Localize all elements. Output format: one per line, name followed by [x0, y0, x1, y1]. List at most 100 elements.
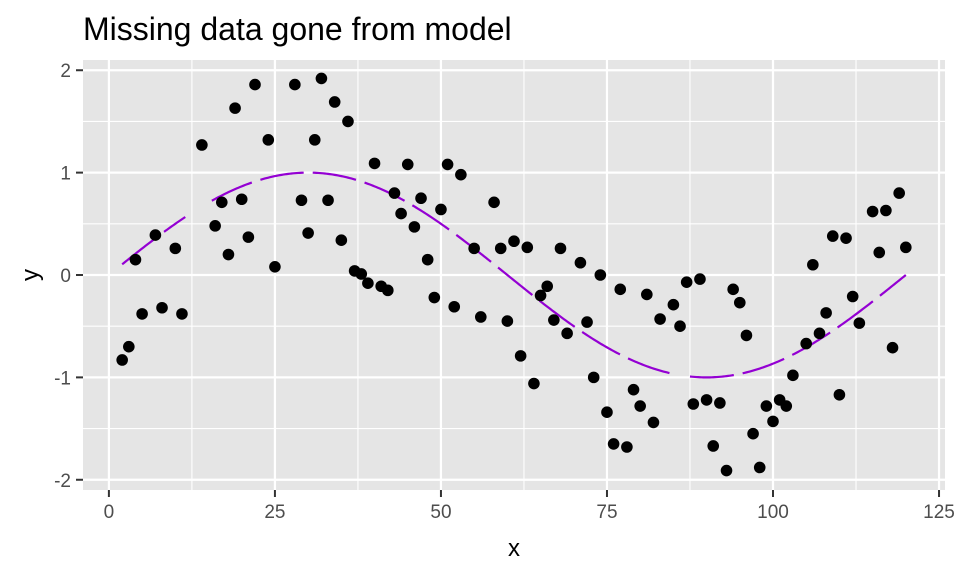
- y-tick-label: 2: [60, 61, 71, 82]
- data-point: [700, 394, 713, 406]
- data-point: [169, 242, 182, 255]
- data-point: [720, 464, 733, 477]
- data-point: [541, 280, 554, 293]
- data-point: [455, 168, 467, 181]
- data-point: [435, 203, 447, 216]
- data-point: [621, 441, 633, 453]
- data-point: [342, 115, 354, 128]
- data-point: [627, 383, 640, 396]
- data-point: [242, 231, 255, 243]
- data-point: [222, 248, 235, 261]
- data-point: [767, 415, 779, 428]
- data-point: [780, 400, 793, 412]
- data-point: [561, 327, 573, 340]
- data-point: [680, 276, 693, 288]
- data-point: [574, 256, 587, 269]
- data-point: [820, 307, 832, 319]
- data-point: [308, 134, 321, 146]
- data-point: [893, 187, 905, 199]
- data-point: [335, 234, 348, 246]
- data-point: [687, 398, 700, 410]
- data-point: [116, 354, 128, 366]
- data-point: [833, 388, 846, 401]
- data-point: [428, 291, 441, 304]
- y-tick-label: -1: [54, 368, 71, 389]
- data-point: [415, 192, 427, 205]
- x-tick-label: 75: [596, 502, 617, 523]
- data-point: [607, 438, 620, 450]
- data-point: [468, 242, 480, 255]
- data-point: [448, 300, 461, 313]
- chart-title: Missing data gone from model: [83, 11, 512, 47]
- x-tick-label: 50: [430, 502, 451, 523]
- data-point: [501, 315, 514, 327]
- data-point: [355, 268, 368, 280]
- data-point: [488, 196, 500, 209]
- data-point: [209, 220, 221, 232]
- data-point: [156, 301, 168, 314]
- data-point: [521, 241, 534, 254]
- curve-segment: [211, 171, 677, 376]
- data-point: [813, 327, 826, 340]
- data-point: [733, 296, 746, 309]
- data-point: [667, 298, 680, 311]
- data-point: [753, 461, 766, 474]
- data-point: [534, 289, 547, 302]
- data-point: [760, 400, 773, 412]
- data-point: [727, 283, 739, 296]
- data-point: [295, 194, 308, 207]
- data-point: [641, 288, 653, 301]
- data-point: [654, 313, 666, 325]
- data-point: [421, 253, 434, 266]
- data-point: [747, 427, 759, 440]
- data-point: [196, 139, 208, 151]
- data-point: [235, 193, 248, 206]
- data-point: [262, 134, 275, 146]
- data-point: [694, 273, 706, 285]
- data-point: [382, 284, 394, 297]
- data-point: [634, 400, 646, 412]
- y-tick-label: 1: [60, 164, 71, 185]
- data-point: [674, 320, 686, 332]
- data-point: [740, 329, 753, 342]
- data-point: [302, 227, 314, 239]
- x-tick-label: 0: [104, 502, 115, 523]
- y-axis-label: y: [17, 269, 44, 281]
- x-axis: 0 25 50 75 100 125: [104, 490, 955, 523]
- data-point: [880, 204, 892, 217]
- data-point: [800, 337, 813, 350]
- y-axis: -2 -1 0 1 2: [54, 61, 83, 492]
- data-point: [594, 269, 607, 281]
- data-points: [116, 72, 912, 477]
- data-point: [840, 232, 852, 244]
- data-point: [395, 207, 407, 220]
- data-point: [123, 340, 135, 353]
- data-point: [322, 194, 334, 207]
- data-point: [714, 397, 726, 409]
- data-point: [328, 96, 341, 108]
- data-point: [215, 196, 228, 209]
- data-point: [229, 102, 241, 114]
- data-point: [614, 283, 627, 296]
- y-tick-label: -2: [54, 471, 71, 492]
- data-point: [249, 78, 261, 91]
- data-point: [508, 235, 520, 248]
- data-point: [900, 241, 912, 254]
- curve-segment: [689, 274, 907, 379]
- data-point: [587, 371, 600, 384]
- data-point: [441, 158, 454, 171]
- data-point: [289, 78, 301, 91]
- data-point: [514, 350, 527, 362]
- data-point: [368, 157, 381, 170]
- x-tick-label: 25: [264, 502, 285, 523]
- y-tick-label: 0: [60, 266, 71, 287]
- data-point: [866, 205, 879, 218]
- data-point: [826, 230, 839, 242]
- data-point: [401, 158, 414, 171]
- data-point: [846, 290, 859, 303]
- data-point: [494, 242, 507, 255]
- data-point: [581, 316, 593, 328]
- data-point: [315, 72, 328, 85]
- data-point: [408, 221, 421, 233]
- data-point: [853, 317, 866, 329]
